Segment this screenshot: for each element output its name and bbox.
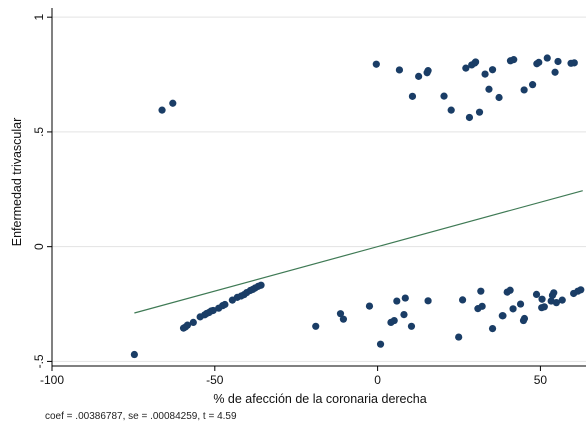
data-point (462, 64, 470, 72)
data-point (183, 321, 192, 329)
data-point (510, 56, 518, 64)
data-point (532, 290, 541, 298)
data-point (169, 99, 177, 107)
data-point (472, 58, 480, 66)
data-point (520, 314, 529, 323)
data-point (540, 303, 548, 311)
data-point (516, 300, 525, 308)
data-point (455, 333, 463, 341)
x-tick-label: -50 (206, 373, 224, 387)
data-point (478, 302, 486, 310)
data-point (538, 295, 546, 303)
data-point (407, 322, 416, 330)
data-point (415, 72, 423, 80)
data-point (401, 294, 409, 302)
data-point (458, 296, 467, 304)
y-axis-title: Enfermedad trivascular (10, 118, 24, 247)
y-tick-label: -.5 (32, 354, 46, 368)
data-point (209, 306, 217, 315)
data-point (372, 60, 380, 68)
data-point (477, 287, 485, 295)
data-point (558, 296, 566, 304)
data-point (393, 297, 401, 305)
data-point (488, 324, 497, 333)
data-point (424, 67, 432, 75)
data-point (424, 297, 432, 305)
data-point (475, 108, 484, 116)
y-tick-label: .5 (32, 127, 46, 137)
data-point (550, 289, 558, 297)
x-tick-label: -100 (40, 373, 64, 387)
data-point (485, 85, 493, 93)
data-point (465, 113, 474, 122)
data-point (520, 86, 528, 94)
x-tick-label: 50 (534, 373, 548, 387)
data-point (395, 66, 404, 74)
data-point (529, 81, 537, 89)
data-point (481, 70, 489, 78)
data-point (551, 68, 559, 76)
data-point (400, 310, 408, 319)
data-point (390, 316, 398, 325)
data-point (440, 92, 448, 100)
y-tick-label: 0 (32, 243, 46, 250)
y-tick-label: 1 (32, 14, 46, 21)
data-point (488, 66, 497, 74)
x-tick-label: 0 (374, 373, 381, 387)
data-point (257, 281, 265, 289)
data-point (339, 315, 348, 323)
data-point (506, 286, 514, 294)
data-point (543, 54, 551, 62)
data-point (552, 299, 560, 307)
data-point (535, 58, 543, 66)
regression-footnote: coef = .00386787, se = .00084259, t = 4.… (45, 411, 237, 422)
x-axis-title: % de afección de la coronaria derecha (213, 392, 426, 406)
data-point (509, 305, 517, 313)
data-point (189, 318, 197, 326)
data-point (130, 350, 138, 359)
data-point (495, 93, 503, 102)
data-point (158, 106, 166, 114)
data-point (570, 59, 578, 67)
data-point (365, 302, 374, 310)
data-point (221, 300, 229, 309)
data-point (312, 322, 320, 330)
data-point (554, 57, 562, 66)
data-point (499, 312, 507, 320)
fit-line (134, 190, 583, 314)
data-point (408, 92, 417, 100)
data-point (447, 106, 455, 114)
data-point (577, 286, 585, 294)
data-point (336, 310, 345, 318)
data-point (376, 340, 385, 348)
